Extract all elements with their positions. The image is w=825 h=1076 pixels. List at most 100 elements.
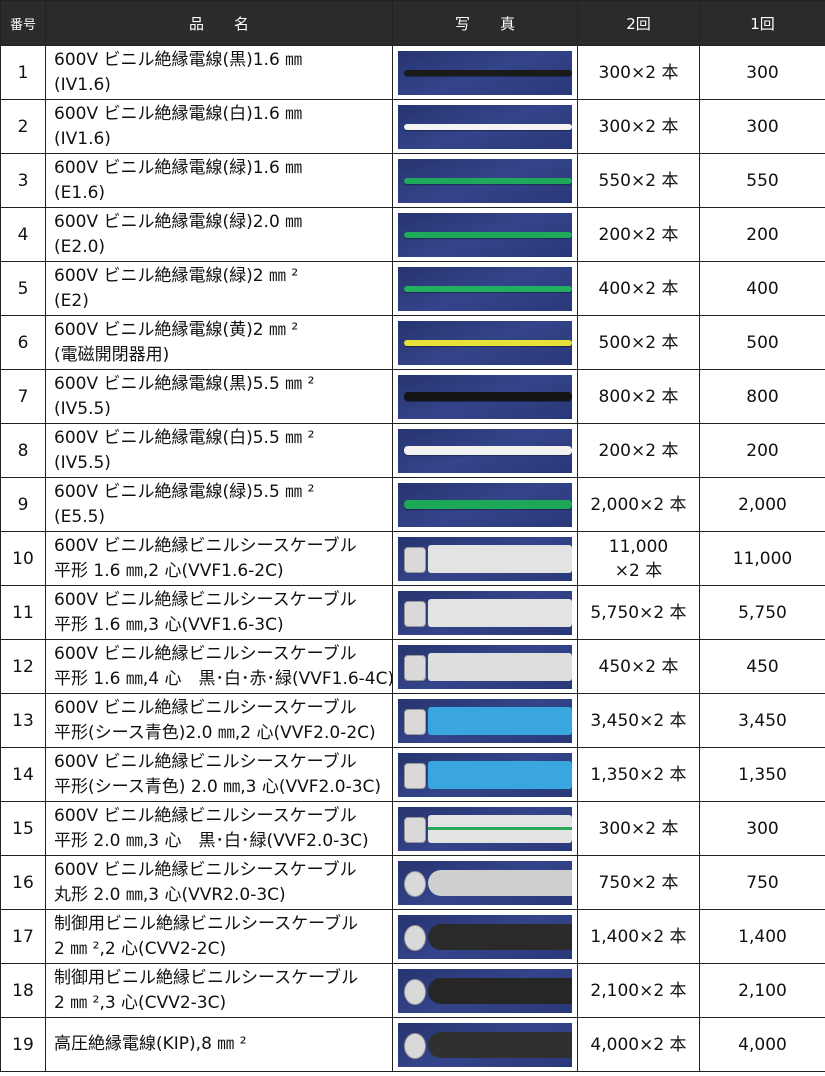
wire-strand-icon xyxy=(404,445,572,455)
cable-body-icon xyxy=(428,923,572,950)
wire-photo xyxy=(398,698,572,743)
row-number: 7 xyxy=(0,369,46,424)
cable-stripe-icon xyxy=(428,826,572,830)
wire-strand-icon xyxy=(404,285,572,292)
item-name-line-1: 制御用ビニル絶縁ビニルシースケーブル xyxy=(54,913,359,934)
item-photo xyxy=(392,585,578,640)
item-name-line-1: 600V ビニル絶縁電線(緑)1.6 ㎜ xyxy=(54,157,303,178)
table-row: 6 600V ビニル絶縁電線(黄)2 ㎜ ² (電磁開閉器用) 500×2 本 500 xyxy=(0,315,825,370)
cable-body-icon xyxy=(428,544,572,573)
row-number: 9 xyxy=(0,477,46,532)
table-row: 10 600V ビニル絶縁ビニルシースケーブル 平形 1.6 ㎜,2 心(VVF1.… xyxy=(0,531,825,586)
cable-end-icon xyxy=(404,654,426,681)
table-header: 番号 品 名 写 真 2回 1回 xyxy=(0,0,825,46)
table-row: 11 600V ビニル絶縁ビニルシースケーブル 平形 1.6 ㎜,3 心(VVF1.… xyxy=(0,585,825,640)
quantity-2-value: 550×2 本 xyxy=(598,170,679,191)
item-name-line-1: 600V ビニル絶縁ビニルシースケーブル xyxy=(54,805,357,826)
wire-photo xyxy=(398,104,572,149)
table-row: 14 600V ビニル絶縁ビニルシースケーブル 平形(シース青色) 2.0 ㎜,3 … xyxy=(0,747,825,802)
quantity-2-times: 2,000×2 本 xyxy=(577,477,700,532)
quantity-1-time: 200 xyxy=(699,423,825,478)
row-number: 10 xyxy=(0,531,46,586)
item-photo xyxy=(392,693,578,748)
item-photo xyxy=(392,639,578,694)
item-name-line-1: 600V ビニル絶縁電線(黒)1.6 ㎜ xyxy=(54,49,303,70)
item-photo xyxy=(392,477,578,532)
quantity-2-value: 750×2 本 xyxy=(598,872,679,893)
wire-strand-icon xyxy=(404,177,572,184)
quantity-1-time: 750 xyxy=(699,855,825,910)
item-name-line-1: 600V ビニル絶縁電線(黒)5.5 ㎜ ² xyxy=(54,373,315,394)
table-row: 1 600V ビニル絶縁電線(黒)1.6 ㎜ (IV1.6) 300×2 本 300 xyxy=(0,45,825,100)
table-row: 15 600V ビニル絶縁ビニルシースケーブル 平形 2.0 ㎜,3 心 黒･白･緑… xyxy=(0,801,825,856)
item-name-line-1: 600V ビニル絶縁ビニルシースケーブル xyxy=(54,535,357,556)
quantity-2-times: 1,400×2 本 xyxy=(577,909,700,964)
quantity-2-times: 500×2 本 xyxy=(577,315,700,370)
item-photo xyxy=(392,153,578,208)
item-name-line-2: 平形 2.0 ㎜,3 心 黒･白･緑(VVF2.0-3C) xyxy=(54,830,369,851)
table-row: 5 600V ビニル絶縁電線(緑)2 ㎜ ² (E2) 400×2 本 400 xyxy=(0,261,825,316)
row-number: 17 xyxy=(0,909,46,964)
cable-end-icon xyxy=(404,924,426,951)
item-name-line-2: (IV1.6) xyxy=(54,74,111,95)
quantity-2-times: 1,350×2 本 xyxy=(577,747,700,802)
cable-end-icon xyxy=(404,762,426,789)
quantity-2-value: 200×2 本 xyxy=(598,224,679,245)
wire-photo xyxy=(398,536,572,581)
item-name-line-1: 600V ビニル絶縁電線(黄)2 ㎜ ² xyxy=(54,319,299,340)
item-name-line-1: 600V ビニル絶縁電線(緑)5.5 ㎜ ² xyxy=(54,481,315,502)
header-quantity-2: 2回 xyxy=(577,0,700,46)
item-name-line-2: (E2.0) xyxy=(54,236,106,257)
wire-photo xyxy=(398,914,572,959)
item-name-line-2: (IV5.5) xyxy=(54,398,111,419)
item-photo xyxy=(392,801,578,856)
wire-photo xyxy=(398,968,572,1013)
item-name: 600V ビニル絶縁電線(緑)2 ㎜ ² (E2) xyxy=(45,261,393,316)
table-row: 18 制御用ビニル絶縁ビニルシースケーブル 2 ㎜ ²,3 心(CVV2-3C) 2,… xyxy=(0,963,825,1018)
quantity-1-time: 3,450 xyxy=(699,693,825,748)
item-name: 600V ビニル絶縁電線(白)5.5 ㎜ ² (IV5.5) xyxy=(45,423,393,478)
wire-strand-icon xyxy=(404,123,572,130)
wire-photo xyxy=(398,50,572,95)
quantity-2-times: 750×2 本 xyxy=(577,855,700,910)
table-row: 4 600V ビニル絶縁電線(緑)2.0 ㎜ (E2.0) 200×2 本 200 xyxy=(0,207,825,262)
row-number: 6 xyxy=(0,315,46,370)
item-name: 600V ビニル絶縁ビニルシースケーブル 平形 1.6 ㎜,3 心(VVF1.6-… xyxy=(45,585,393,640)
table-row: 19 高圧絶縁電線(KIP),8 ㎜ ² 4,000×2 本 4,000 xyxy=(0,1017,825,1072)
quantity-1-time: 400 xyxy=(699,261,825,316)
quantity-2-times: 3,450×2 本 xyxy=(577,693,700,748)
item-name-line-1: 600V ビニル絶縁電線(白)5.5 ㎜ ² xyxy=(54,427,315,448)
quantity-1-time: 200 xyxy=(699,207,825,262)
row-number: 16 xyxy=(0,855,46,910)
table-row: 2 600V ビニル絶縁電線(白)1.6 ㎜ (IV1.6) 300×2 本 300 xyxy=(0,99,825,154)
item-name: 600V ビニル絶縁ビニルシースケーブル 丸形 2.0 ㎜,3 心(VVR2.0-… xyxy=(45,855,393,910)
quantity-2-value: 1,400×2 本 xyxy=(590,926,687,947)
item-name-line-1: 600V ビニル絶縁電線(白)1.6 ㎜ xyxy=(54,103,303,124)
quantity-2-times: 200×2 本 xyxy=(577,423,700,478)
table-row: 13 600V ビニル絶縁ビニルシースケーブル 平形(シース青色)2.0 ㎜,2 心… xyxy=(0,693,825,748)
item-name: 600V ビニル絶縁電線(黒)5.5 ㎜ ² (IV5.5) xyxy=(45,369,393,424)
quantity-2-value: 300×2 本 xyxy=(598,818,679,839)
item-name-line-2: (E5.5) xyxy=(54,506,106,527)
row-number: 11 xyxy=(0,585,46,640)
row-number: 1 xyxy=(0,45,46,100)
item-name: 600V ビニル絶縁ビニルシースケーブル 平形 1.6 ㎜,4 心 黒･白･赤･緑… xyxy=(45,639,393,694)
cable-body-icon xyxy=(428,652,572,681)
row-number: 5 xyxy=(0,261,46,316)
header-name: 品 名 xyxy=(45,0,393,46)
quantity-2-value: 4,000×2 本 xyxy=(590,1034,687,1055)
item-photo xyxy=(392,99,578,154)
item-name-line-1: 制御用ビニル絶縁ビニルシースケーブル xyxy=(54,967,359,988)
item-photo xyxy=(392,423,578,478)
wire-photo xyxy=(398,860,572,905)
item-name: 600V ビニル絶縁電線(緑)1.6 ㎜ (E1.6) xyxy=(45,153,393,208)
item-photo xyxy=(392,45,578,100)
item-name: 600V ビニル絶縁ビニルシースケーブル 平形 1.6 ㎜,2 心(VVF1.6-… xyxy=(45,531,393,586)
wire-photo xyxy=(398,212,572,257)
quantity-2-value: 5,750×2 本 xyxy=(590,602,687,623)
cable-body-icon xyxy=(428,760,572,789)
cable-end-icon xyxy=(404,1032,426,1059)
wire-photo xyxy=(398,752,572,797)
quantity-2-times: 300×2 本 xyxy=(577,801,700,856)
item-photo xyxy=(392,261,578,316)
